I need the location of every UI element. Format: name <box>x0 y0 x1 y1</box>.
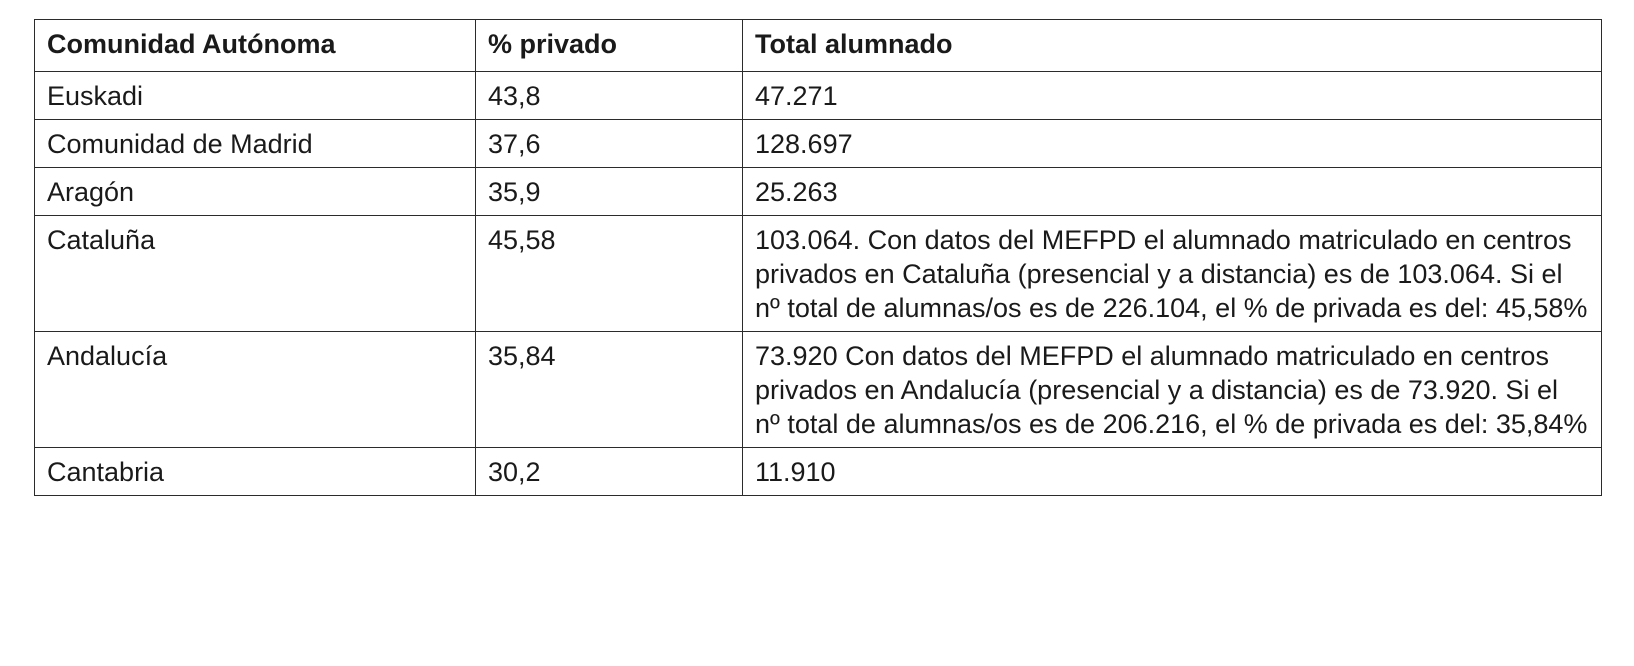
column-header-total-alumnado: Total alumnado <box>742 19 1602 72</box>
data-table-container: Comunidad Autónoma % privado Total alumn… <box>34 19 1602 496</box>
cell-porcentaje-privado: 37,6 <box>475 119 743 168</box>
cell-porcentaje-privado: 45,58 <box>475 215 743 332</box>
table-row: Andalucía 35,84 73.920 Con datos del MEF… <box>34 331 1602 448</box>
table-row: Aragón 35,9 25.263 <box>34 167 1602 216</box>
table-row: Euskadi 43,8 47.271 <box>34 71 1602 120</box>
cell-comunidad: Cataluña <box>34 215 476 332</box>
data-table: Comunidad Autónoma % privado Total alumn… <box>34 19 1602 496</box>
cell-comunidad: Andalucía <box>34 331 476 448</box>
table-row: Cataluña 45,58 103.064. Con datos del ME… <box>34 215 1602 332</box>
cell-comunidad: Cantabria <box>34 447 476 496</box>
cell-total-alumnado: 25.263 <box>742 167 1602 216</box>
table-row: Comunidad de Madrid 37,6 128.697 <box>34 119 1602 168</box>
cell-total-alumnado: 11.910 <box>742 447 1602 496</box>
table-row: Cantabria 30,2 11.910 <box>34 447 1602 496</box>
cell-total-alumnado: 128.697 <box>742 119 1602 168</box>
cell-comunidad: Aragón <box>34 167 476 216</box>
column-header-porcentaje-privado: % privado <box>475 19 743 72</box>
cell-total-alumnado: 103.064. Con datos del MEFPD el alumnado… <box>742 215 1602 332</box>
cell-porcentaje-privado: 35,9 <box>475 167 743 216</box>
cell-porcentaje-privado: 30,2 <box>475 447 743 496</box>
cell-porcentaje-privado: 43,8 <box>475 71 743 120</box>
column-header-comunidad: Comunidad Autónoma <box>34 19 476 72</box>
cell-comunidad: Comunidad de Madrid <box>34 119 476 168</box>
cell-total-alumnado: 47.271 <box>742 71 1602 120</box>
cell-comunidad: Euskadi <box>34 71 476 120</box>
cell-total-alumnado: 73.920 Con datos del MEFPD el alumnado m… <box>742 331 1602 448</box>
table-header-row: Comunidad Autónoma % privado Total alumn… <box>34 19 1602 72</box>
cell-porcentaje-privado: 35,84 <box>475 331 743 448</box>
